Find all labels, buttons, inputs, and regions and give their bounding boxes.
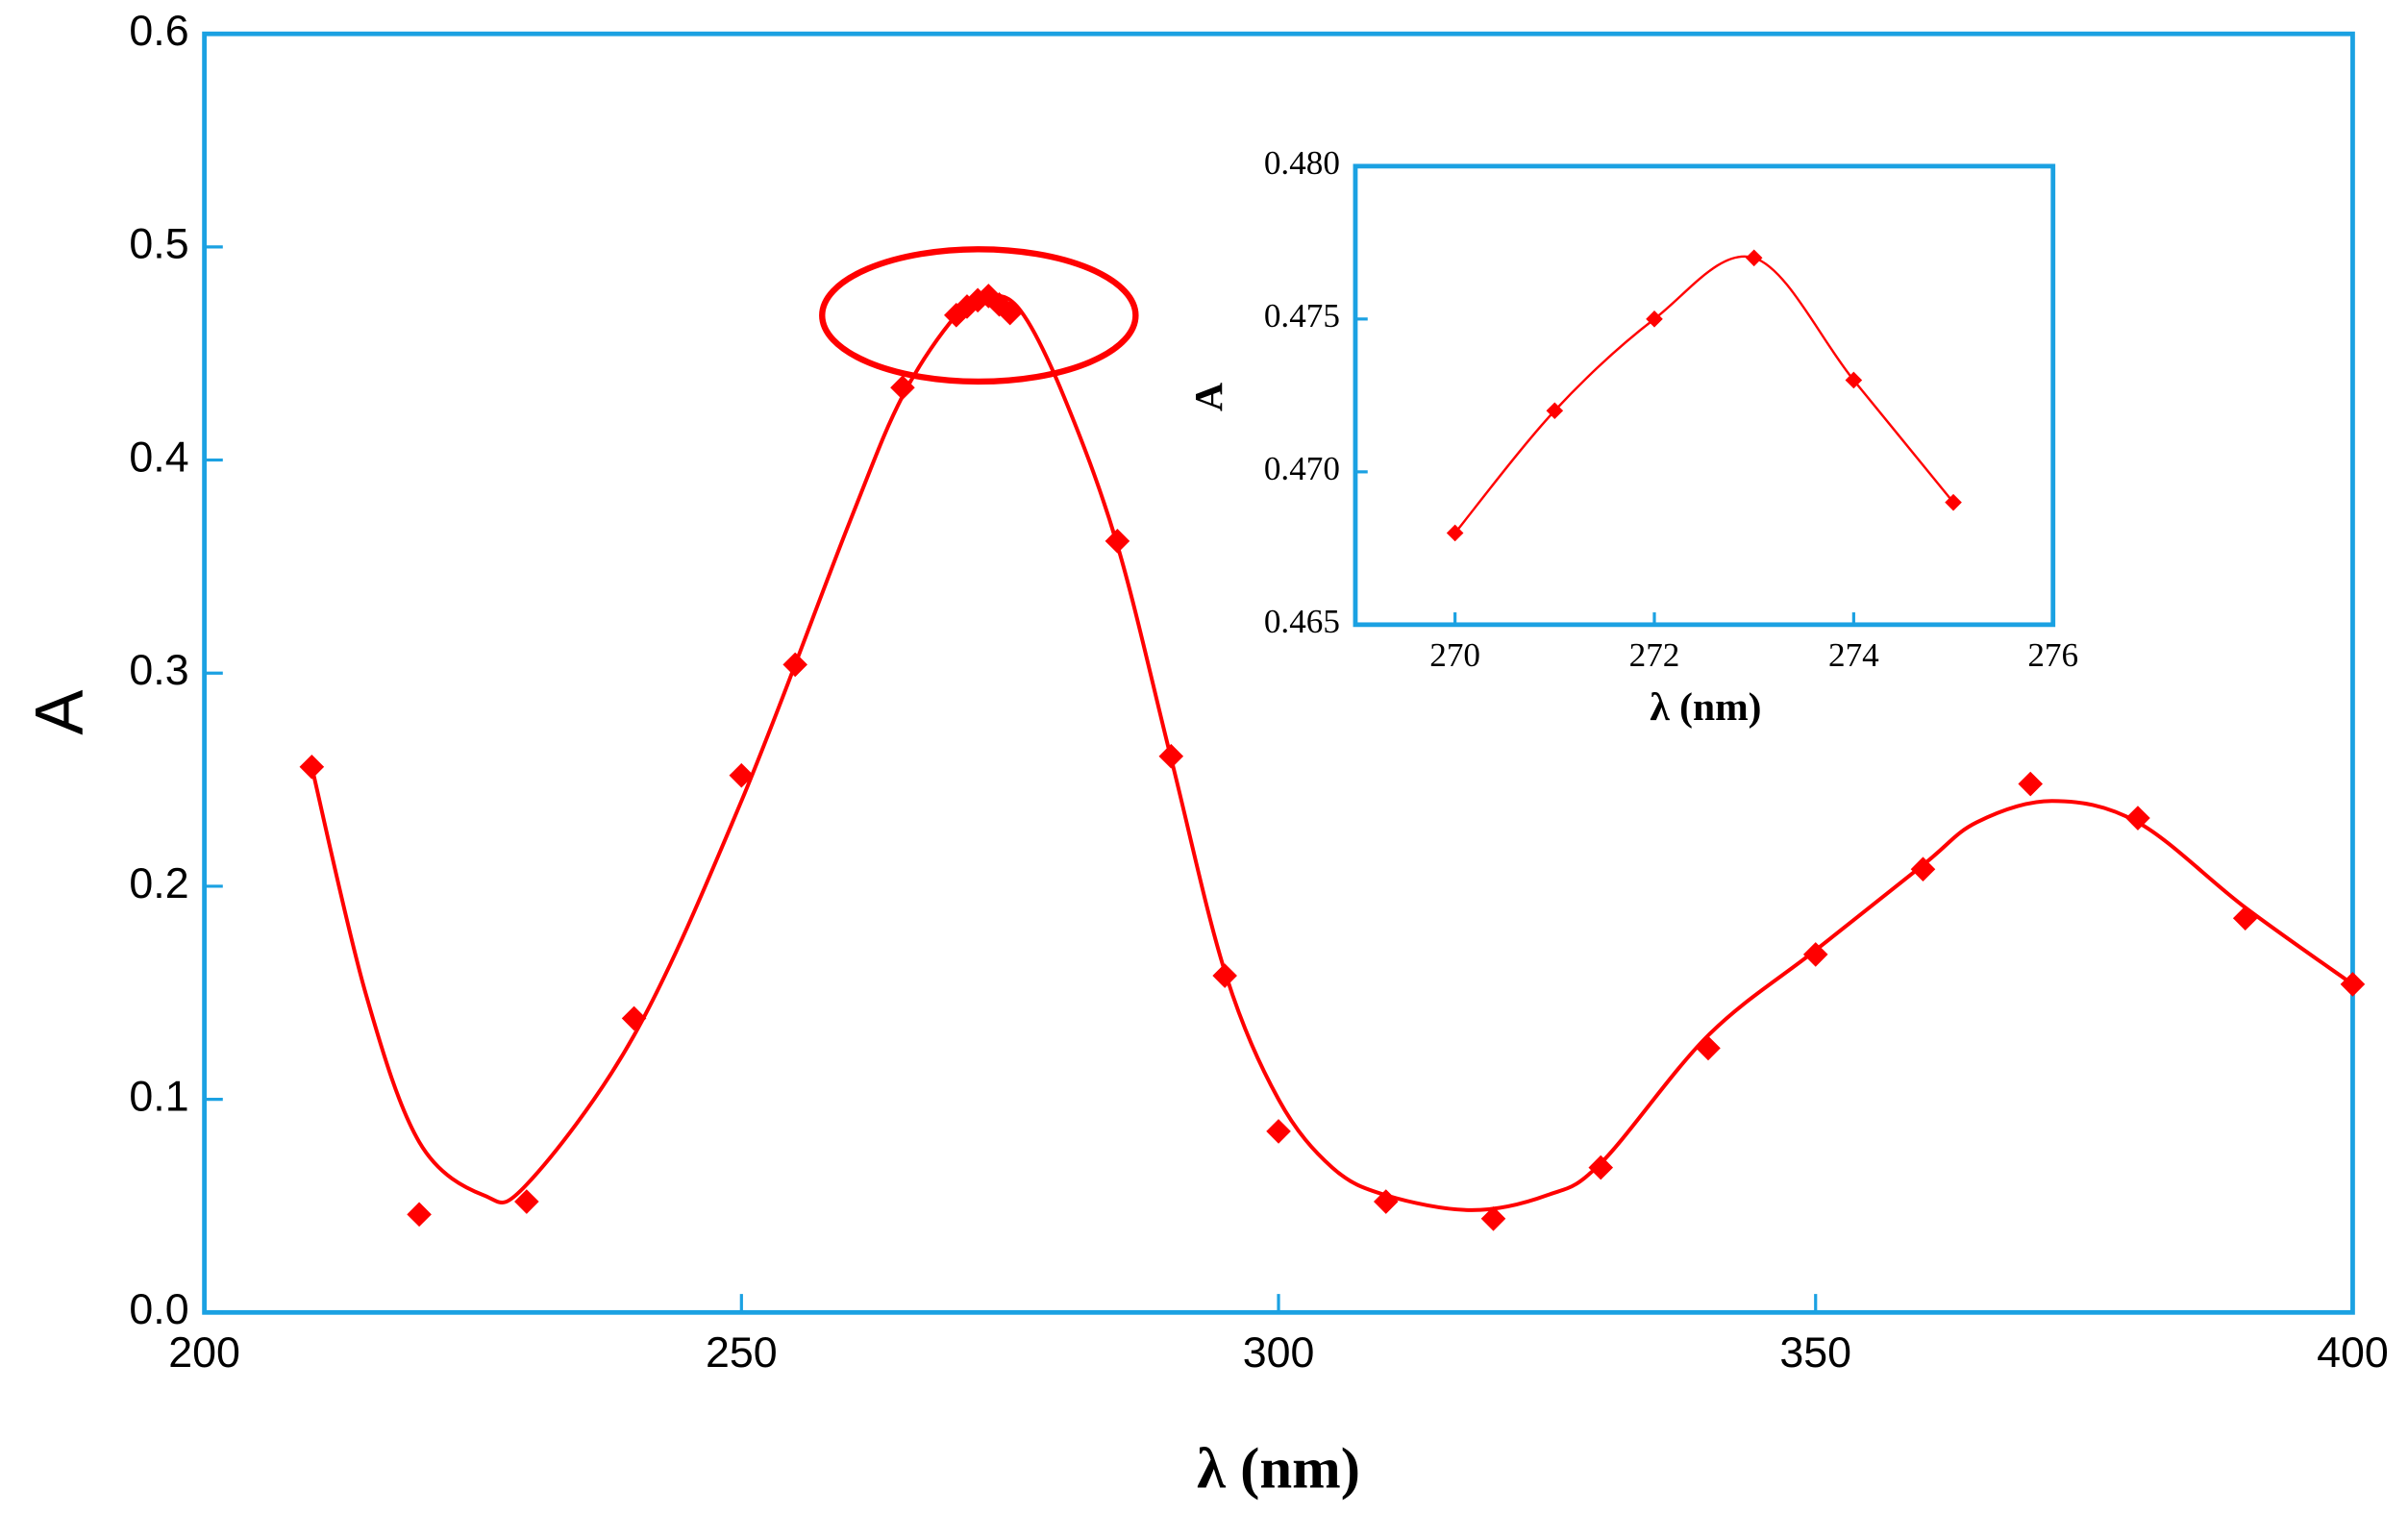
plot-frame <box>1353 163 2056 628</box>
y-tick-label: 0.5 <box>129 220 188 268</box>
data-point <box>407 1202 432 1228</box>
y-tick-label: 0.480 <box>1264 144 1340 182</box>
y-tick-label: 0.470 <box>1264 450 1340 487</box>
inset-background <box>1354 165 2053 625</box>
y-tick-label: 0.0 <box>129 1285 188 1333</box>
y-tick-label: 0.475 <box>1264 297 1340 335</box>
data-point <box>1588 1154 1614 1180</box>
x-tick-label: 272 <box>1629 636 1680 674</box>
x-tick-label: 270 <box>1429 636 1480 674</box>
x-tick-label: 276 <box>2027 636 2078 674</box>
data-point <box>1802 942 1828 967</box>
y-axis-label: A <box>21 690 97 735</box>
data-point <box>1266 1119 1291 1144</box>
x-tick-label: 274 <box>1828 636 1879 674</box>
x-tick-label: 300 <box>1243 1328 1315 1377</box>
x-tick-label: 400 <box>2317 1328 2389 1377</box>
x-tick-label: 200 <box>168 1328 240 1377</box>
x-tick-label: 350 <box>1779 1328 1851 1377</box>
y-tick-label: 0.3 <box>129 646 188 694</box>
data-point <box>1945 493 1962 511</box>
highlight-ellipse <box>819 246 1139 385</box>
y-tick-label: 0.4 <box>129 433 188 481</box>
y-tick-label: 0.465 <box>1264 603 1340 640</box>
x-tick-label: 250 <box>706 1328 778 1377</box>
y-tick-label: 0.6 <box>129 7 188 55</box>
data-point <box>1910 856 1936 882</box>
fit-curve <box>310 293 2354 1212</box>
x-axis-label: λ (nm) <box>1197 1436 1360 1501</box>
fit-curve <box>1453 255 1954 534</box>
data-point <box>1745 249 1763 267</box>
y-tick-label: 0.2 <box>129 859 188 907</box>
data-point <box>299 755 325 780</box>
data-point <box>1480 1205 1506 1231</box>
data-point <box>2018 771 2044 797</box>
data-point <box>1696 1035 1721 1061</box>
x-axis-label: λ (nm) <box>1650 684 1761 730</box>
y-axis-label: A <box>1186 383 1230 411</box>
data-point <box>2340 972 2366 997</box>
y-tick-label: 0.1 <box>129 1072 188 1120</box>
